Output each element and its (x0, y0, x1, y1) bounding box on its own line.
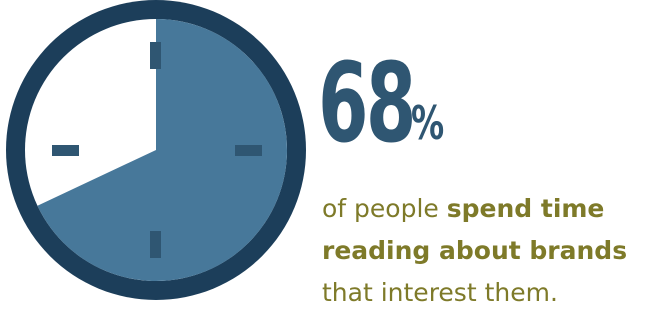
caption-line-3: that interest them. (322, 278, 558, 307)
stat-figure: 68 % (318, 18, 457, 158)
clock-filled-sector (37, 19, 288, 281)
caption-line-2: reading about brands (322, 236, 628, 265)
clock-tick-12 (150, 42, 161, 69)
caption: of people spend time reading about brand… (322, 188, 667, 314)
caption-line-1: of people spend time (322, 188, 667, 230)
clock-tick-3 (235, 145, 262, 156)
caption-line-1-plain: of people (322, 194, 447, 223)
clock-icon (6, 0, 306, 300)
stat-unit: % (411, 96, 445, 150)
caption-line-1-bold: spend time (446, 194, 605, 223)
clock-tick-6 (150, 231, 161, 258)
stat-value: 68 (318, 39, 416, 167)
clock-tick-9 (52, 145, 79, 156)
